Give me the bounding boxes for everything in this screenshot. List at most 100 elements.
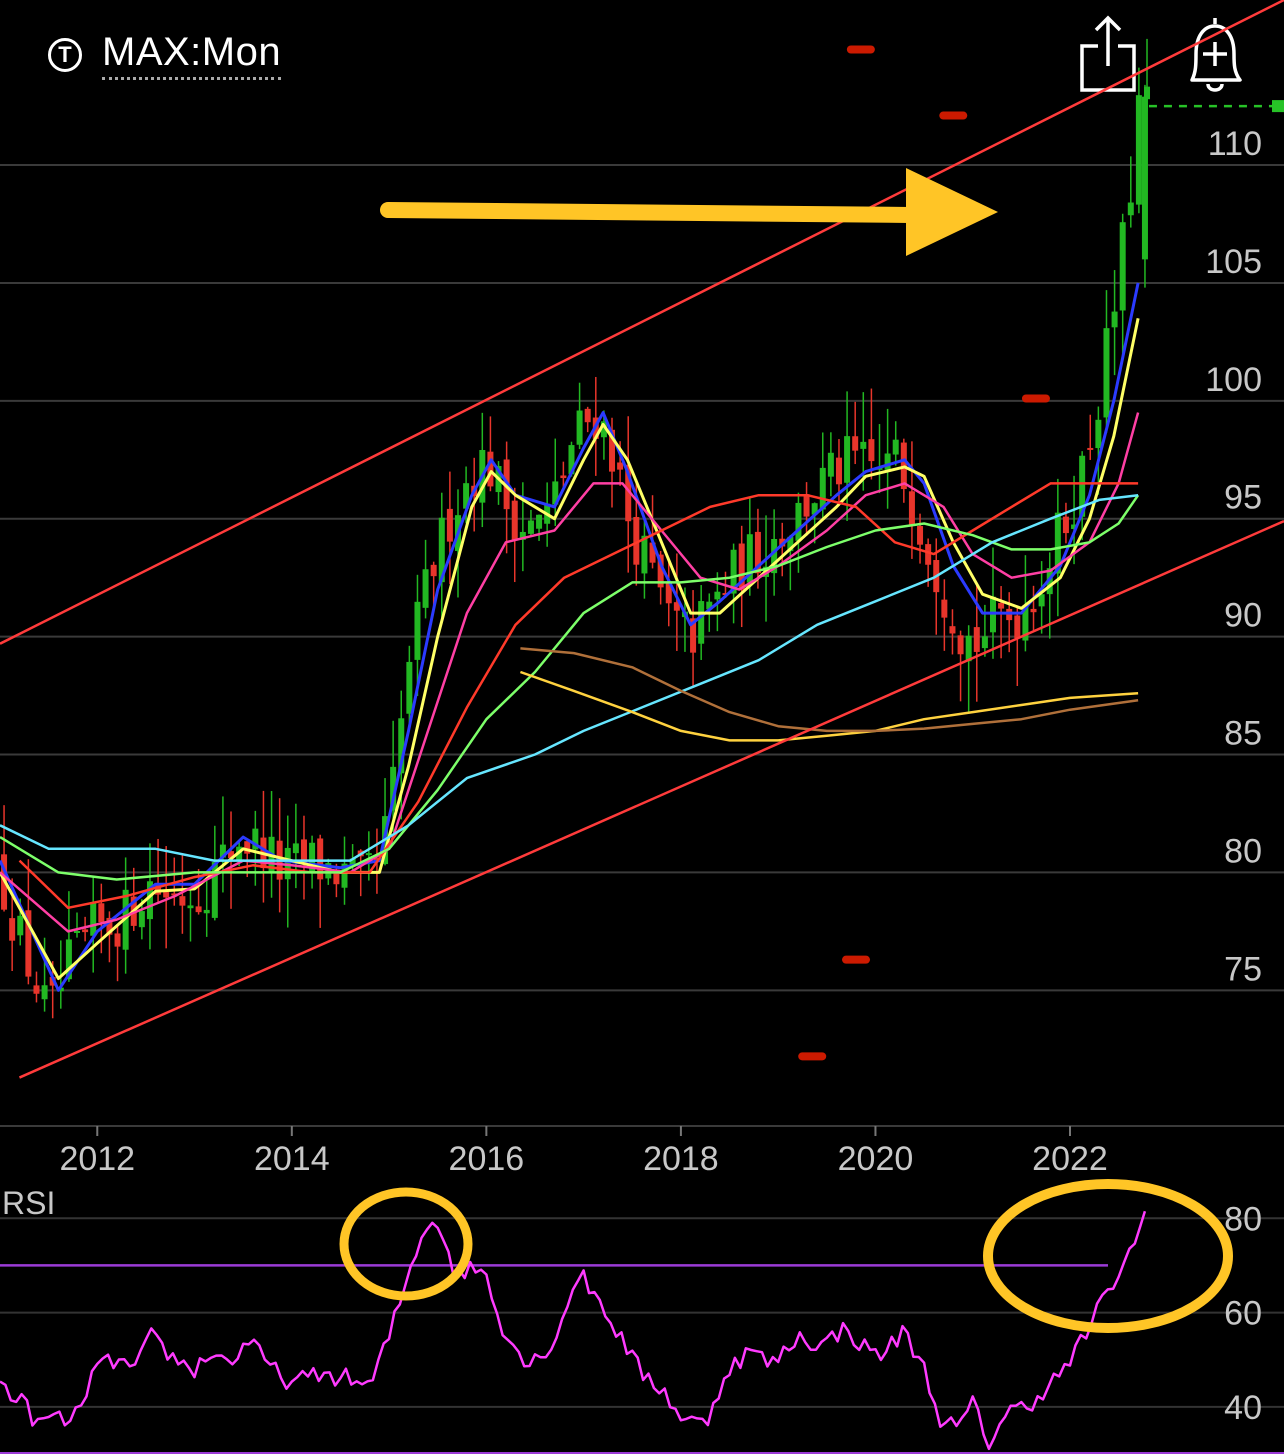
candle-up: [714, 591, 721, 600]
moving-average-line-7: [519, 670, 1139, 742]
candle-up: [252, 828, 259, 850]
candle-down: [228, 851, 235, 859]
channel-lower-line[interactable]: [18, 519, 1284, 1079]
candle-down: [949, 626, 956, 634]
y-tick-label: 100: [1205, 361, 1262, 399]
candle-down: [617, 462, 624, 470]
candle-down: [163, 892, 170, 898]
candle-down: [171, 893, 178, 896]
candle-up: [787, 536, 794, 552]
candle-down: [179, 896, 186, 906]
candle-up: [284, 847, 291, 880]
event-marker[interactable]: [1021, 394, 1050, 403]
annotation-arrow-shaft: [380, 202, 918, 223]
candle-up: [406, 661, 413, 714]
candle-down: [114, 933, 121, 947]
candle-down: [852, 436, 859, 451]
x-tick-label: 2022: [1032, 1140, 1108, 1178]
ticker-type-icon: T: [48, 38, 82, 72]
candle-down: [649, 542, 656, 563]
candle-down: [244, 841, 251, 854]
candle-up: [463, 483, 470, 509]
candle-up: [811, 503, 818, 515]
event-marker[interactable]: [939, 111, 968, 120]
candle-down: [803, 494, 810, 517]
candle-up: [438, 517, 445, 583]
candle-down: [373, 858, 380, 861]
candle-down: [584, 408, 591, 423]
candle-down: [1062, 516, 1069, 534]
candle-up: [1119, 222, 1126, 311]
last-price-marker: [1272, 100, 1284, 113]
event-marker[interactable]: [798, 1052, 827, 1061]
candle-up: [65, 939, 72, 980]
candle-up: [187, 905, 194, 909]
candle-up: [1144, 86, 1151, 100]
candle-down: [754, 531, 761, 574]
share-button[interactable]: [1076, 14, 1146, 96]
candle-up: [552, 481, 559, 505]
candle-up: [90, 903, 97, 936]
candle-up: [74, 931, 81, 934]
candle-up: [844, 436, 851, 483]
candle-up: [138, 911, 145, 928]
candle-down: [430, 564, 437, 577]
candle-down: [9, 918, 16, 941]
highlight-circle-2022: [983, 1179, 1233, 1333]
candle-up: [398, 718, 405, 774]
candle-down: [722, 593, 729, 596]
candle-up: [146, 881, 153, 920]
candle-up: [819, 467, 826, 510]
candle-up: [1079, 455, 1086, 517]
candle-down: [25, 910, 32, 977]
candle-up: [536, 514, 543, 529]
add-alert-button[interactable]: [1180, 14, 1250, 96]
moving-average-line-2: [0, 317, 1140, 980]
candle-down: [1087, 447, 1094, 450]
bell-plus-icon: [1190, 16, 1242, 92]
candle-down: [49, 977, 56, 986]
candle-down: [690, 618, 697, 653]
candle-up: [1095, 419, 1102, 449]
symbol-selector[interactable]: T MAX:Mon: [48, 30, 282, 80]
candle-up: [349, 858, 356, 867]
candle-up: [390, 766, 397, 811]
candle-up: [884, 453, 891, 470]
candle-down: [487, 451, 494, 487]
candle-down: [868, 439, 875, 462]
candle-up: [341, 863, 348, 888]
candle-up: [1046, 568, 1053, 595]
candle-down: [300, 839, 307, 863]
y-tick-label: 75: [1224, 950, 1262, 988]
candle-up: [203, 909, 210, 914]
candle-up: [1141, 96, 1148, 260]
candle-up: [1127, 202, 1134, 216]
candle-down: [609, 429, 616, 472]
candle-down: [941, 599, 948, 618]
symbol-interval-label[interactable]: MAX:Mon: [102, 30, 282, 80]
candle-down: [998, 603, 1005, 609]
candle-up: [1022, 605, 1029, 641]
event-marker[interactable]: [842, 955, 870, 964]
candle-up: [41, 985, 48, 1000]
candle-down: [673, 602, 680, 611]
candle-down: [957, 635, 964, 655]
y-tick-label: 105: [1205, 243, 1262, 281]
moving-average-line-8: [520, 647, 1139, 733]
moving-average-line-4: [18, 482, 1139, 910]
candle-up: [1054, 512, 1061, 574]
candle-down: [917, 526, 924, 545]
annotation-arrow-head: [906, 168, 998, 256]
candle-up: [965, 635, 972, 662]
x-tick-label: 2018: [643, 1140, 719, 1178]
channel-upper-line[interactable]: [0, 0, 1284, 645]
candle-down: [665, 581, 672, 604]
moving-average-line-3: [0, 412, 1140, 933]
candle-down: [446, 508, 453, 542]
candle-down: [973, 627, 980, 652]
chart-header: T MAX:Mon: [0, 0, 1284, 110]
event-marker[interactable]: [846, 45, 875, 54]
candle-down: [625, 464, 632, 522]
candle-up: [795, 502, 802, 541]
